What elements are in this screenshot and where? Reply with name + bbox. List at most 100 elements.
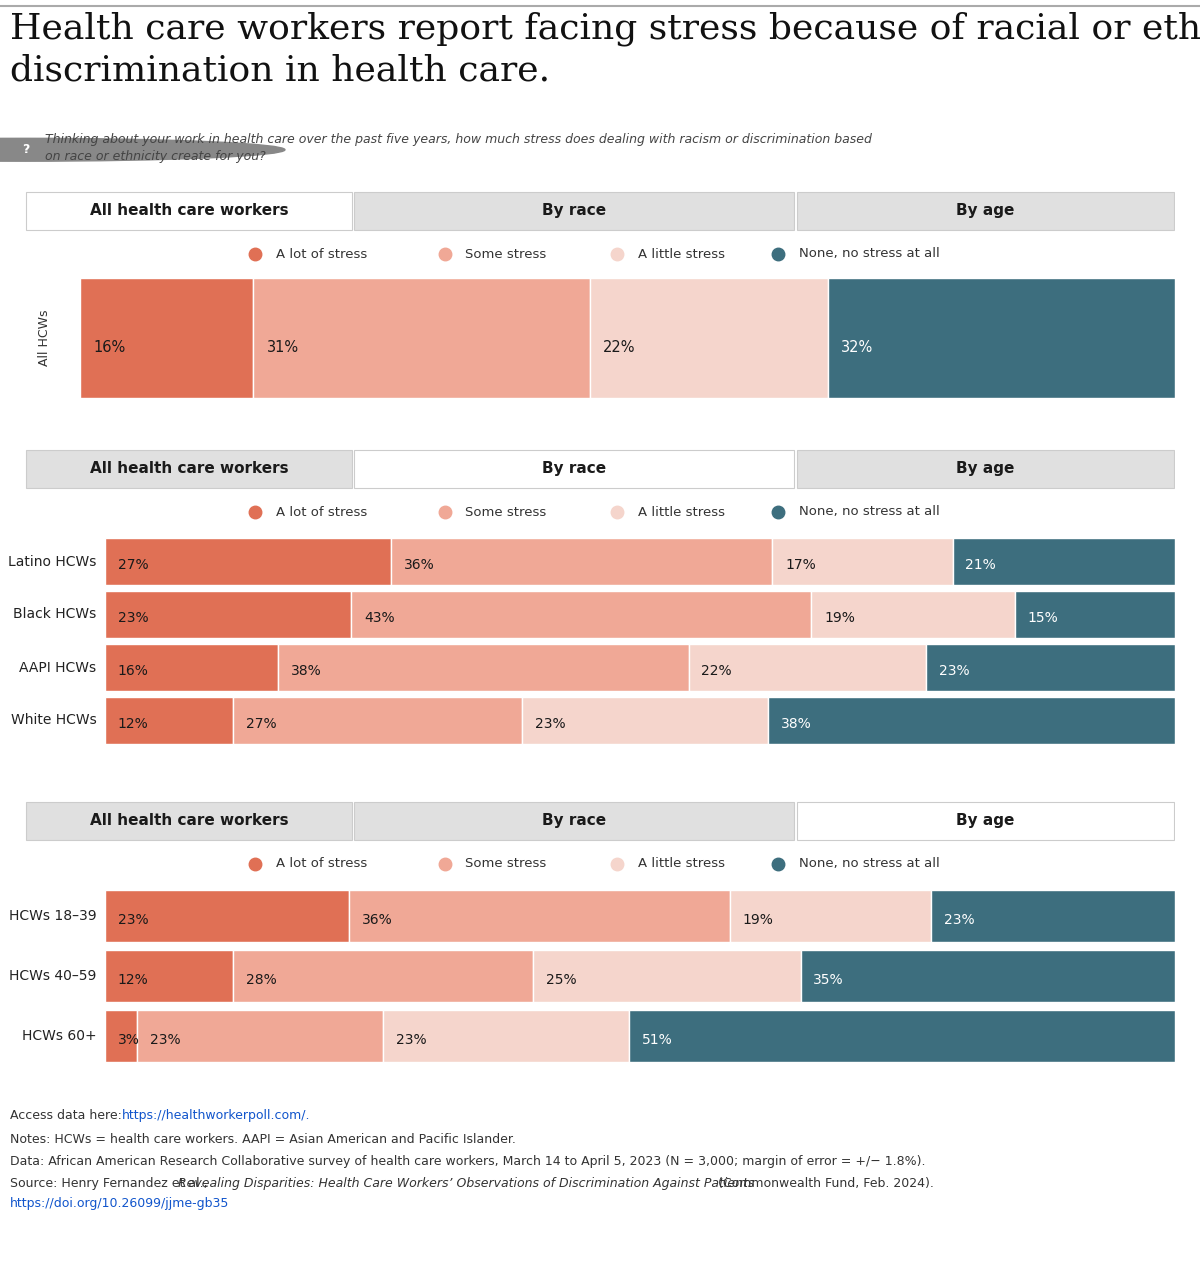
FancyBboxPatch shape: [797, 192, 1174, 230]
Text: https://healthworkerpoll.com/.: https://healthworkerpoll.com/.: [122, 1109, 311, 1122]
Text: By age: By age: [956, 460, 1014, 475]
Text: 27%: 27%: [118, 558, 149, 573]
Text: 19%: 19%: [824, 611, 854, 625]
Text: Notes: HCWs = health care workers. AAPI = Asian American and Pacific Islander.: Notes: HCWs = health care workers. AAPI …: [10, 1134, 516, 1146]
Bar: [800, 950, 1175, 1002]
Text: A little stress: A little stress: [638, 506, 725, 519]
Text: 23%: 23%: [944, 914, 974, 927]
Text: Some stress: Some stress: [466, 858, 547, 870]
Bar: [689, 644, 926, 691]
Text: By race: By race: [542, 203, 606, 217]
Bar: [773, 538, 953, 585]
Text: None, no stress at all: None, no stress at all: [799, 506, 940, 519]
Text: By age: By age: [956, 203, 1014, 217]
Bar: [233, 950, 533, 1002]
Text: 32%: 32%: [841, 340, 874, 355]
Text: 16%: 16%: [118, 665, 149, 679]
Text: A lot of stress: A lot of stress: [276, 248, 367, 261]
Text: A lot of stress: A lot of stress: [276, 506, 367, 519]
Text: 23%: 23%: [118, 611, 149, 625]
Text: HCWs 60+: HCWs 60+: [22, 1029, 96, 1043]
Text: Revealing Disparities: Health Care Workers’ Observations of Discrimination Again: Revealing Disparities: Health Care Worke…: [178, 1177, 754, 1190]
Text: ?: ?: [22, 143, 29, 156]
Text: 22%: 22%: [602, 340, 635, 355]
Text: (Commonwealth Fund, Feb. 2024).: (Commonwealth Fund, Feb. 2024).: [714, 1177, 935, 1190]
FancyBboxPatch shape: [797, 450, 1174, 488]
Bar: [811, 590, 1014, 638]
FancyBboxPatch shape: [26, 192, 352, 230]
Text: All health care workers: All health care workers: [90, 460, 288, 475]
Text: Health care workers report facing stress because of racial or ethnic
discriminat: Health care workers report facing stress…: [10, 12, 1200, 87]
Text: None, no stress at all: None, no stress at all: [799, 248, 940, 261]
Text: A lot of stress: A lot of stress: [276, 858, 367, 870]
Bar: [522, 697, 768, 744]
Bar: [106, 889, 349, 942]
Text: 25%: 25%: [546, 973, 576, 987]
Bar: [349, 889, 730, 942]
Bar: [629, 1010, 1175, 1062]
Text: 12%: 12%: [118, 973, 149, 987]
Text: By race: By race: [542, 460, 606, 475]
Circle shape: [0, 138, 284, 161]
Text: 12%: 12%: [118, 717, 149, 731]
Bar: [1014, 590, 1175, 638]
Text: Some stress: Some stress: [466, 506, 547, 519]
Text: By race: By race: [542, 813, 606, 828]
Bar: [926, 644, 1175, 691]
Text: 38%: 38%: [290, 665, 322, 679]
Text: AAPI HCWs: AAPI HCWs: [19, 661, 96, 675]
Text: By age: By age: [956, 813, 1014, 828]
Bar: [253, 279, 589, 397]
Bar: [106, 538, 391, 585]
Bar: [730, 889, 931, 942]
Text: Some stress: Some stress: [466, 248, 547, 261]
Text: 36%: 36%: [404, 558, 434, 573]
Bar: [106, 590, 352, 638]
Text: 15%: 15%: [1027, 611, 1058, 625]
Bar: [931, 889, 1175, 942]
Text: 23%: 23%: [118, 914, 149, 927]
Text: 3%: 3%: [118, 1033, 139, 1047]
FancyBboxPatch shape: [354, 450, 794, 488]
Text: 16%: 16%: [94, 340, 125, 355]
Text: 31%: 31%: [266, 340, 299, 355]
Bar: [953, 538, 1175, 585]
Text: Thinking about your work in health care over the past five years, how much stres: Thinking about your work in health care …: [46, 133, 872, 164]
Text: 22%: 22%: [702, 665, 732, 679]
Text: 21%: 21%: [965, 558, 996, 573]
Text: A little stress: A little stress: [638, 248, 725, 261]
Text: White HCWs: White HCWs: [11, 713, 96, 727]
Text: All health care workers: All health care workers: [90, 203, 288, 217]
Text: Data: African American Research Collaborative survey of health care workers, Mar: Data: African American Research Collabor…: [10, 1155, 925, 1168]
Text: Black HCWs: Black HCWs: [13, 607, 96, 621]
Text: HCWs 18–39: HCWs 18–39: [8, 909, 96, 923]
Text: Access data here:: Access data here:: [10, 1109, 126, 1122]
Text: Source: Henry Fernandez et al.,: Source: Henry Fernandez et al.,: [10, 1177, 211, 1190]
Bar: [352, 590, 811, 638]
Text: All health care workers: All health care workers: [90, 813, 288, 828]
Text: 38%: 38%: [781, 717, 812, 731]
Text: A little stress: A little stress: [638, 858, 725, 870]
Bar: [106, 644, 278, 691]
Text: 23%: 23%: [396, 1033, 427, 1047]
Bar: [278, 644, 689, 691]
Text: 35%: 35%: [814, 973, 844, 987]
FancyBboxPatch shape: [26, 450, 352, 488]
Text: 36%: 36%: [361, 914, 392, 927]
FancyBboxPatch shape: [26, 801, 352, 841]
Bar: [533, 950, 800, 1002]
Text: 17%: 17%: [785, 558, 816, 573]
Bar: [106, 950, 233, 1002]
Text: 43%: 43%: [364, 611, 395, 625]
Bar: [233, 697, 522, 744]
Text: 19%: 19%: [743, 914, 774, 927]
Bar: [106, 697, 233, 744]
Text: 23%: 23%: [150, 1033, 180, 1047]
Text: 23%: 23%: [940, 665, 970, 679]
Bar: [828, 279, 1175, 397]
Text: All HCWs: All HCWs: [38, 309, 52, 367]
Bar: [383, 1010, 629, 1062]
Bar: [80, 279, 253, 397]
Text: None, no stress at all: None, no stress at all: [799, 858, 940, 870]
Bar: [768, 697, 1175, 744]
